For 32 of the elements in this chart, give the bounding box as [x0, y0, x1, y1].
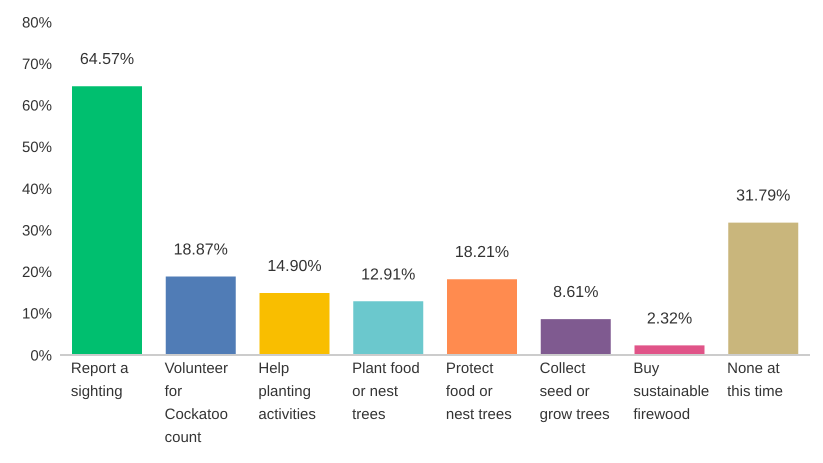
data-label: 2.32%	[646, 310, 692, 328]
y-tick-label: 10%	[22, 306, 52, 323]
x-tick-label: Volunteer for Cockatoo count	[164, 360, 228, 446]
data-label: 18.87%	[174, 241, 228, 258]
bar	[540, 319, 611, 355]
data-label: 14.90%	[267, 258, 322, 275]
data-label: 31.79%	[736, 188, 790, 205]
y-tick-label: 40%	[22, 180, 52, 198]
y-tick-label: 30%	[22, 222, 52, 240]
data-label: 64.57%	[80, 51, 134, 68]
y-tick-label: 50%	[22, 139, 52, 156]
x-tick-label: Help planting activities	[258, 360, 316, 423]
bar	[353, 301, 424, 355]
data-label: 12.91%	[361, 266, 416, 284]
x-tick-label: Plant food or nest trees	[352, 360, 420, 423]
y-tick-label: 20%	[22, 264, 52, 282]
y-tick-label: 70%	[22, 56, 52, 73]
bar	[260, 292, 330, 355]
y-tick-label: 60%	[22, 98, 52, 115]
x-tick-label: Protect food or nest trees	[446, 360, 512, 423]
bar	[166, 276, 236, 355]
data-label: 18.21%	[454, 244, 510, 262]
bar	[728, 222, 798, 355]
y-tick-label: 0%	[30, 347, 52, 364]
y-tick-label: 80%	[22, 14, 52, 32]
bar	[447, 279, 517, 355]
x-tick-label: None at this time	[727, 360, 783, 400]
x-tick-label: Buy sustainable firewood	[633, 360, 710, 423]
x-tick-label: Report a sighting	[70, 360, 130, 400]
x-tick-label: Collect seed or grow trees	[540, 360, 610, 423]
bar	[72, 86, 142, 355]
data-label: 8.61%	[553, 284, 598, 302]
